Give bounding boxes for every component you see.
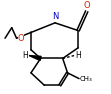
Text: O: O — [18, 34, 24, 43]
Text: CH₃: CH₃ — [80, 76, 93, 82]
Text: H: H — [22, 51, 28, 60]
Text: H: H — [75, 51, 81, 60]
Text: N: N — [52, 12, 58, 21]
Polygon shape — [29, 56, 41, 60]
Text: O: O — [83, 1, 90, 10]
